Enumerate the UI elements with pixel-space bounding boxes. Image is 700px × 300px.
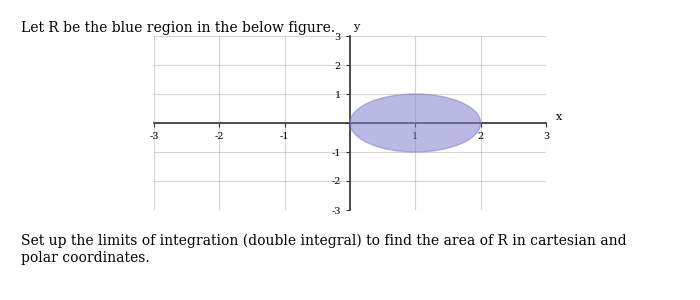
Text: x: x: [556, 112, 562, 122]
Text: Set up the limits of integration (double integral) to find the area of R in cart: Set up the limits of integration (double…: [21, 234, 626, 265]
Text: Let R be the blue region in the below figure.: Let R be the blue region in the below fi…: [21, 21, 335, 35]
Text: y: y: [354, 22, 360, 32]
Circle shape: [350, 94, 481, 152]
